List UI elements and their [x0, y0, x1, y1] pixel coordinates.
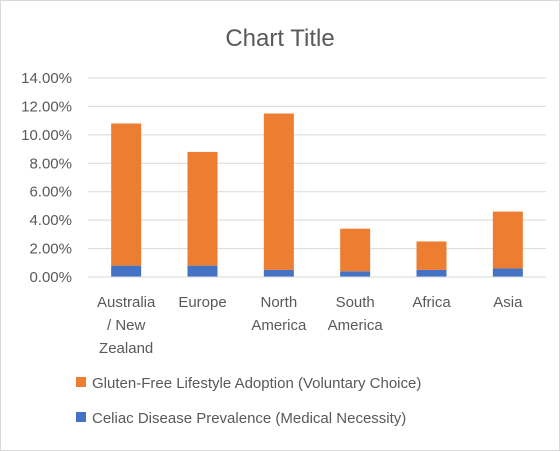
- y-tick-label: 8.00%: [29, 155, 72, 172]
- bar-celiac-prevalence: [263, 269, 294, 277]
- y-tick-label: 10.00%: [21, 127, 72, 144]
- gridlines: [88, 77, 546, 250]
- bar-gluten-free-adoption: [187, 151, 218, 266]
- bar-celiac-prevalence: [111, 265, 142, 277]
- bar-gluten-free-adoption: [111, 123, 142, 266]
- y-tick-label: 4.00%: [29, 212, 72, 229]
- x-category-label: South America: [328, 294, 384, 334]
- x-category-label: North America: [251, 294, 307, 334]
- y-tick-label: 12.00%: [21, 98, 72, 115]
- bar-gluten-free-adoption: [263, 113, 294, 270]
- bar-celiac-prevalence: [340, 271, 371, 277]
- x-category-label: Asia: [493, 294, 523, 311]
- legend-swatch: [76, 412, 86, 422]
- y-tick-label: 0.00%: [29, 269, 72, 286]
- y-tick-label: 6.00%: [29, 184, 72, 201]
- y-tick-label: 2.00%: [29, 241, 72, 258]
- bar-gluten-free-adoption: [340, 228, 371, 272]
- y-tick-label: 14.00%: [21, 70, 72, 87]
- bar-celiac-prevalence: [416, 269, 447, 277]
- bar-celiac-prevalence: [187, 265, 218, 277]
- legend: Gluten-Free Lifestyle Adoption (Voluntar…: [76, 375, 421, 427]
- bar-celiac-prevalence: [492, 268, 523, 277]
- bar-gluten-free-adoption: [416, 241, 447, 270]
- x-axis-category-labels: Australia / New Zealand Europe North America S…: [97, 294, 523, 357]
- x-category-label: Africa: [412, 294, 451, 311]
- x-category-label: Australia / New Zealand: [97, 294, 156, 357]
- x-category-label: Europe: [178, 294, 226, 311]
- y-axis-tick-labels: 0.00% 2.00% 4.00% 6.00% 8.00% 10.00% 12.00% 14.…: [21, 70, 72, 286]
- legend-entry-label: Gluten-Free Lifestyle Adoption (Voluntar…: [92, 375, 421, 392]
- bars: [111, 113, 523, 277]
- chart-title: Chart Title: [225, 25, 334, 52]
- legend-swatch: [76, 377, 86, 387]
- legend-entry-label: Celiac Disease Prevalence (Medical Neces…: [92, 410, 406, 427]
- bar-gluten-free-adoption: [492, 211, 523, 269]
